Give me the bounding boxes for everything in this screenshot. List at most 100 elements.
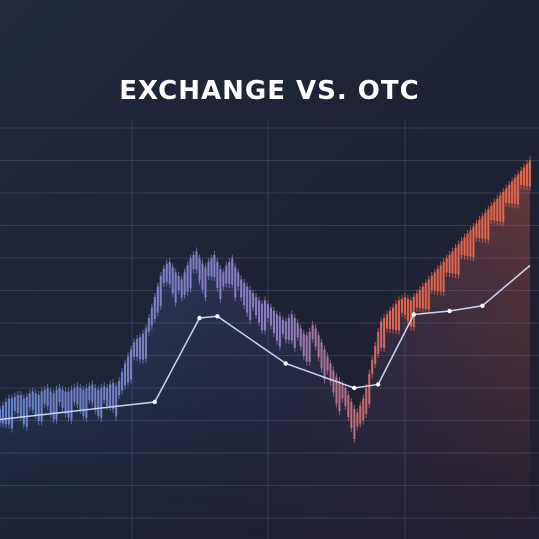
candle-bar: [505, 188, 508, 203]
candle-bar: [7, 398, 10, 425]
candle-bar: [365, 388, 368, 414]
candle-bar: [508, 185, 511, 203]
candle-bar: [156, 286, 159, 313]
candle-bar: [409, 300, 412, 327]
candle-bar: [73, 388, 76, 402]
candle-bar: [445, 258, 448, 273]
candle-bar: [195, 251, 198, 270]
candle-bar: [204, 267, 207, 298]
candle-bar: [454, 248, 457, 274]
candle-bar: [347, 395, 350, 417]
candle-bar: [88, 386, 91, 401]
candle-bar: [135, 339, 138, 357]
candle-bar: [359, 405, 362, 424]
candle-bar: [31, 391, 34, 410]
candle-bar: [415, 293, 418, 308]
candle-bar: [493, 202, 496, 221]
candle-bar: [526, 164, 529, 186]
candle-bar: [406, 298, 409, 321]
candle-bar: [243, 283, 246, 305]
candle-bar: [147, 318, 150, 332]
candle-bar: [130, 349, 133, 380]
candle-bar: [261, 304, 264, 330]
candle-bar: [350, 402, 353, 428]
candle-bar: [424, 283, 427, 309]
candle-bar: [466, 234, 469, 256]
candle-bar: [4, 402, 7, 424]
candle-bar: [252, 293, 255, 308]
candle-bar: [520, 171, 523, 185]
candle-bar: [499, 195, 502, 222]
candle-bar: [141, 333, 144, 360]
candle-bar: [344, 388, 347, 406]
candle-bar: [162, 269, 165, 283]
candle-bar: [392, 307, 395, 330]
candle-bar: [82, 389, 85, 416]
candle-bar: [323, 349, 326, 380]
candle-bar: [58, 388, 61, 402]
candle-bar: [287, 318, 290, 340]
candle-bar: [207, 262, 210, 276]
candle-bar: [269, 307, 272, 326]
candle-bar: [469, 230, 472, 257]
candle-bar: [356, 412, 359, 427]
candle-bar: [183, 272, 186, 295]
candle-bar: [281, 319, 284, 334]
trend-point: [152, 399, 157, 405]
candle-bar: [275, 314, 278, 341]
candle-bar: [302, 333, 305, 356]
candle-bar: [28, 393, 31, 408]
candle-bar: [457, 244, 460, 275]
candle-bar: [240, 279, 243, 298]
candle-bar: [529, 160, 532, 187]
candle-bar: [150, 307, 153, 326]
candle-bar: [85, 388, 88, 418]
candle-bar: [395, 304, 398, 330]
trend-point: [197, 315, 202, 321]
candle-bar: [317, 335, 320, 358]
candle-bar: [308, 332, 311, 362]
candle-bar: [496, 199, 499, 221]
candle-bar: [418, 290, 421, 308]
candle-bar: [341, 384, 344, 399]
candle-bar: [389, 311, 392, 329]
candle-bar: [266, 304, 269, 318]
candle-bar: [115, 386, 118, 417]
candle-bar: [106, 388, 109, 406]
candle-bar: [165, 263, 168, 282]
candle-bar: [49, 391, 52, 414]
candle-bar: [397, 300, 400, 331]
bar-series: [0, 156, 532, 443]
candle-bar: [61, 389, 64, 408]
candle-bar: [430, 276, 433, 290]
candle-bar: [490, 206, 493, 220]
candle-bar: [219, 269, 222, 299]
candle-bar: [329, 363, 332, 382]
candle-bar: [174, 272, 177, 303]
candle-bar: [481, 216, 484, 239]
candle-bar: [180, 279, 183, 298]
candle-bar: [55, 389, 58, 420]
candle-bar: [296, 323, 299, 338]
candle-bar: [380, 321, 383, 348]
candle-bar: [472, 227, 475, 257]
candle-bar: [37, 395, 40, 421]
candle-bar: [502, 192, 505, 222]
candle-bar: [70, 389, 73, 420]
candle-bar: [484, 213, 487, 239]
candle-bar: [76, 386, 79, 405]
candle-bar: [52, 393, 55, 420]
candle-bar: [433, 272, 436, 291]
candle-bar: [246, 286, 249, 313]
candle-bar: [284, 321, 287, 340]
candle-bar: [46, 388, 49, 406]
candle-bar: [305, 335, 308, 362]
candle-bar: [451, 251, 454, 274]
candle-bar: [442, 262, 445, 292]
trend-points: [152, 303, 485, 405]
trend-point: [480, 303, 485, 308]
candle-bar: [177, 276, 180, 290]
candle-bar: [225, 265, 228, 284]
